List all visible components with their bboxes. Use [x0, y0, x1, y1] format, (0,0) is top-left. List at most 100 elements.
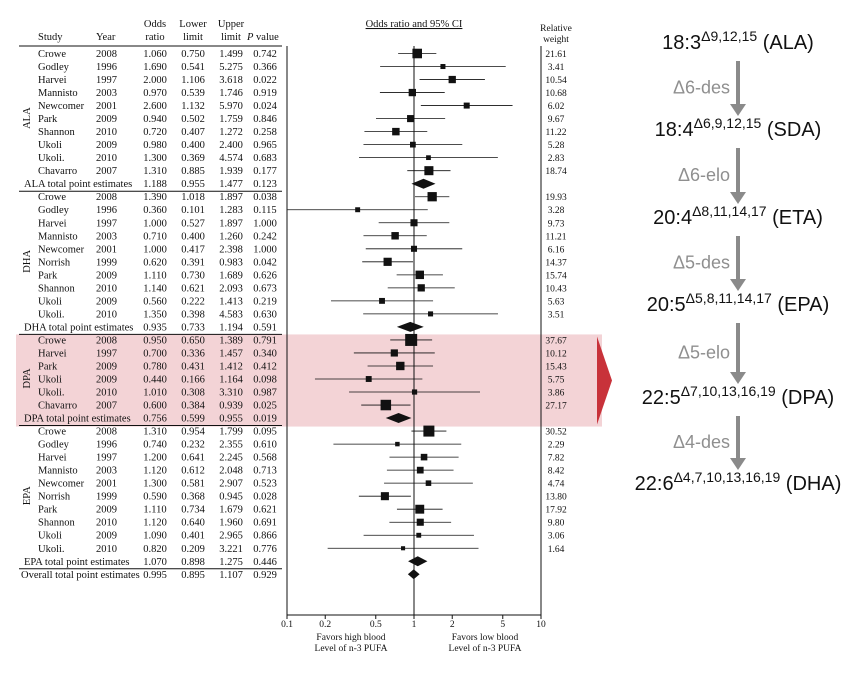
overall-total-label: Overall total point estimates	[21, 570, 140, 581]
ala-total-lower: 0.955	[181, 179, 205, 190]
dpa-or-value: 0.950	[143, 335, 167, 346]
epa-lower-value: 0.401	[181, 531, 205, 542]
epa-year-label: 2010	[96, 518, 117, 529]
epa-p-value: 0.568	[253, 453, 277, 464]
favors-low-label: Favors low blood	[452, 633, 519, 643]
header-upper-line1: Upper	[218, 19, 245, 30]
pathway-compound-ala: 18:3Δ9,12,15 (ALA)	[662, 28, 814, 54]
epa-study-label: Park	[38, 505, 58, 516]
epa-or-value: 1.310	[143, 427, 167, 438]
ala-weight-value: 11.22	[545, 128, 566, 138]
dha-upper-value: 0.983	[219, 257, 243, 268]
x-axis-tick-label: 0.1	[281, 620, 293, 630]
dpa-p-value: 0.412	[253, 361, 277, 372]
dha-p-value: 0.242	[253, 231, 277, 242]
dha-lower-value: 0.222	[181, 296, 205, 307]
dha-year-label: 2010	[96, 283, 117, 294]
x-axis-tick-label: 0.5	[370, 620, 382, 630]
epa-study-label: Harvei	[38, 453, 67, 464]
epa-lower-value: 0.368	[181, 492, 205, 503]
dha-or-value: 0.710	[143, 231, 167, 242]
ala-study-label: Newcomer	[38, 101, 85, 112]
ala-or-value: 1.060	[143, 49, 167, 60]
epa-study-label: Norrish	[38, 492, 71, 503]
dha-group-label: DHA	[22, 250, 33, 273]
epa-total-p: 0.446	[253, 557, 277, 568]
dha-lower-value: 0.527	[181, 218, 205, 229]
ala-upper-value: 5.970	[219, 101, 243, 112]
dpa-study-label: Ukoli	[38, 375, 62, 386]
ala-lower-value: 1.106	[181, 75, 205, 86]
dpa-or-value: 0.780	[143, 361, 167, 372]
epa-or-value: 1.110	[143, 505, 166, 516]
epa-or-value: 0.590	[143, 492, 167, 503]
ala-p-value: 0.919	[253, 88, 277, 99]
dha-lower-value: 0.101	[181, 205, 205, 216]
dpa-total-or: 0.756	[143, 414, 167, 425]
x-axis-tick-label: 0.2	[319, 620, 331, 630]
epa-study-label: Godley	[38, 440, 70, 451]
dha-effect-marker	[391, 232, 399, 240]
dha-effect-marker	[379, 297, 385, 304]
dha-study-label: Shannon	[38, 283, 76, 294]
dpa-effect-marker	[390, 349, 398, 357]
dpa-p-value: 0.340	[253, 348, 277, 359]
overall-total-diamond	[407, 569, 420, 580]
epa-upper-value: 2.048	[219, 466, 243, 477]
dpa-upper-value: 0.939	[219, 401, 243, 412]
epa-effect-marker	[423, 425, 435, 437]
dha-study-label: Ukoli	[38, 296, 62, 307]
pathway-compound-epa: 20:5Δ5,8,11,14,17 (EPA)	[647, 290, 830, 316]
dpa-effect-marker	[396, 361, 405, 371]
dpa-year-label: 2007	[96, 401, 117, 412]
dpa-year-label: 1997	[96, 348, 117, 359]
dha-effect-marker	[383, 257, 392, 266]
ala-upper-value: 2.400	[219, 140, 243, 151]
ala-lower-value: 0.369	[181, 153, 205, 164]
ala-or-value: 0.940	[143, 114, 167, 125]
dha-upper-value: 2.398	[219, 244, 243, 255]
ala-weight-value: 10.68	[545, 89, 567, 99]
pathway-enzyme-label: Δ5-elo	[678, 343, 730, 363]
dha-or-value: 0.620	[143, 257, 167, 268]
epa-weight-value: 4.74	[548, 480, 565, 490]
ala-weight-value: 5.28	[548, 141, 565, 151]
dha-total-lower: 0.733	[181, 322, 205, 333]
ala-or-value: 0.970	[143, 88, 167, 99]
ala-lower-value: 0.400	[181, 140, 205, 151]
dha-upper-value: 1.413	[219, 296, 243, 307]
ala-weight-value: 9.67	[548, 115, 565, 125]
epa-lower-value: 0.232	[181, 440, 205, 451]
header-weight-line2: weight	[543, 35, 569, 45]
epa-study-label: Shannon	[38, 518, 76, 529]
dha-weight-value: 3.51	[548, 310, 565, 320]
header-lower-line1: Lower	[179, 19, 207, 30]
header-study: Study	[38, 32, 63, 43]
ala-upper-value: 1.272	[219, 127, 243, 138]
epa-effect-marker	[425, 480, 432, 486]
epa-p-value: 0.028	[253, 492, 277, 503]
pathway-compound-eta: 20:4Δ8,11,14,17 (ETA)	[653, 203, 823, 229]
ala-lower-value: 0.541	[181, 62, 205, 73]
dha-study-label: Crowe	[38, 192, 66, 203]
epa-p-value: 0.095	[253, 427, 277, 438]
dha-year-label: 2001	[96, 244, 117, 255]
dpa-upper-value: 1.412	[219, 361, 243, 372]
dpa-effect-marker	[411, 389, 418, 395]
pathway-arrow-head	[730, 279, 746, 291]
overall-total-or: 0.995	[143, 570, 167, 581]
ala-group-label: ALA	[22, 107, 33, 129]
dha-lower-value: 0.730	[181, 270, 205, 281]
dpa-or-value: 0.600	[143, 401, 167, 412]
dpa-total-diamond	[385, 413, 412, 424]
ala-effect-marker	[407, 115, 415, 123]
dha-study-label: Ukoli.	[38, 309, 65, 320]
dha-study-label: Newcomer	[38, 244, 85, 255]
ala-weight-value: 3.41	[548, 63, 565, 73]
dpa-lower-value: 0.431	[181, 361, 205, 372]
dha-year-label: 1999	[96, 257, 117, 268]
ala-p-value: 0.846	[253, 114, 277, 125]
dha-effect-marker	[410, 219, 418, 227]
dha-lower-value: 0.398	[181, 309, 205, 320]
